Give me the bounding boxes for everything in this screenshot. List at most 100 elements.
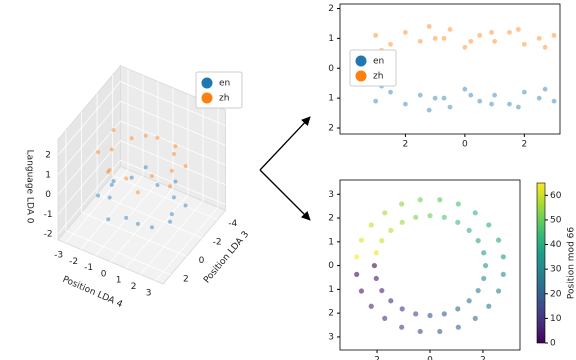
grid-line [65, 230, 172, 276]
grid-line [120, 81, 226, 127]
point [106, 217, 111, 222]
x-tick-label: -2 [69, 257, 78, 267]
point [111, 179, 116, 184]
y-tick-label: -2 [213, 237, 222, 247]
point [183, 203, 188, 208]
z-axis-label: Language LDA 0 [25, 150, 35, 224]
point [373, 32, 379, 38]
point [399, 324, 405, 330]
point [477, 32, 483, 38]
point [149, 174, 154, 179]
point [96, 193, 101, 198]
point [399, 219, 405, 225]
point [500, 254, 506, 260]
colorbar-tick-label: 20 [550, 289, 562, 299]
colorbar-tick-label: 0 [550, 339, 556, 349]
point [399, 306, 405, 312]
point [437, 197, 443, 203]
point [426, 24, 432, 29]
point [109, 182, 114, 187]
point [371, 262, 378, 269]
point [482, 262, 489, 269]
plot-frame [339, 179, 521, 351]
point [455, 201, 461, 207]
y-tick-label: 3 [328, 190, 334, 200]
point [171, 152, 176, 157]
point [183, 164, 188, 169]
point [521, 89, 527, 95]
point [455, 306, 461, 312]
point [432, 95, 438, 101]
point [168, 219, 173, 224]
point [500, 271, 506, 277]
point [468, 38, 474, 44]
point [427, 312, 433, 319]
y-tick-label: 1 [328, 237, 334, 247]
z-tick-label: 2 [45, 151, 51, 161]
x-axis-label: Position LDA 4 [61, 275, 124, 310]
point [441, 311, 447, 317]
grid-line [120, 159, 226, 205]
y-axis-label: Position LDA 3 [202, 230, 251, 286]
point [135, 190, 140, 195]
point [441, 214, 447, 220]
grid-line [96, 193, 203, 239]
point [413, 311, 419, 317]
point [173, 144, 178, 149]
point [507, 29, 512, 35]
z-tick-label: 0 [45, 190, 51, 200]
grid-line [155, 206, 219, 282]
y-tick-label: 1 [328, 34, 334, 44]
point [107, 168, 112, 173]
z-tick-label: 1 [45, 170, 51, 180]
y-tick-label: 1 [328, 94, 334, 104]
grid-line [57, 81, 121, 156]
point [173, 179, 178, 184]
y-tick-label: 2 [328, 124, 334, 134]
grid-line [57, 120, 121, 195]
arrow [259, 116, 311, 171]
point [515, 27, 521, 32]
x-tick-label: 0 [427, 356, 433, 360]
x-tick-label: 3 [146, 288, 152, 298]
point [403, 101, 408, 107]
point [492, 38, 497, 44]
point [388, 298, 394, 304]
y-tick-label: 2 [328, 309, 334, 319]
point [466, 298, 472, 304]
grid-line [95, 181, 159, 256]
x-tick-label: 2 [374, 356, 380, 360]
point [486, 303, 492, 309]
point [542, 44, 548, 50]
point [551, 32, 557, 38]
colorbar [536, 182, 546, 344]
point [468, 92, 474, 98]
point [169, 168, 174, 173]
point [441, 95, 447, 101]
point [455, 324, 461, 330]
point [495, 237, 502, 243]
legend-label: en [373, 57, 384, 67]
point [143, 165, 148, 170]
grid-line [57, 100, 121, 176]
point [486, 222, 492, 228]
point [417, 38, 423, 44]
point [169, 212, 174, 217]
legend-label: en [219, 79, 230, 89]
point [129, 136, 134, 141]
grid-line [80, 175, 144, 250]
point [432, 35, 438, 41]
point [475, 287, 481, 294]
point [417, 197, 423, 203]
point [168, 184, 173, 189]
x-tick-label: 0 [462, 140, 468, 150]
point [462, 86, 468, 92]
point [149, 225, 154, 230]
x-tick-label: -3 [54, 251, 63, 261]
point [124, 176, 129, 181]
point [388, 227, 394, 234]
x-tick-label: 2 [521, 140, 527, 150]
legend-marker [355, 70, 367, 82]
